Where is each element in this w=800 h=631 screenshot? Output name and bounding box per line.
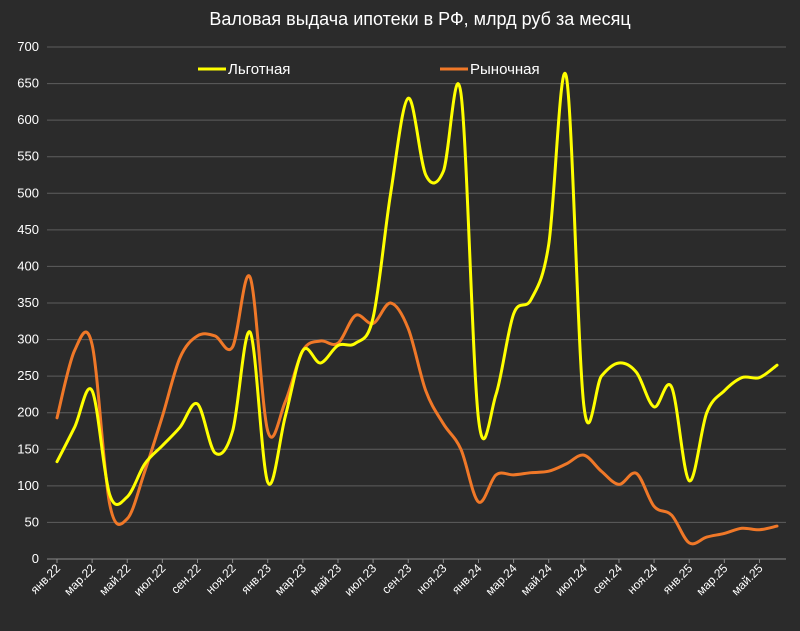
y-tick-label: 350	[17, 295, 39, 310]
series-lines	[57, 73, 777, 544]
y-tick-label: 0	[32, 551, 39, 566]
y-tick-label: 550	[17, 149, 39, 164]
legend: Льготная Рыночная	[198, 61, 540, 78]
y-axis: 0 50 100 150 200 250 300 350 400 450 500 550 600 650 7…	[17, 39, 39, 566]
legend-label: Льготная	[228, 61, 290, 78]
y-tick-label: 100	[17, 478, 39, 493]
y-tick-label: 150	[17, 441, 39, 456]
y-tick-label: 50	[25, 514, 39, 529]
x-tick-label: мар.24	[483, 561, 520, 598]
x-tick-label: ноя.22	[203, 561, 239, 597]
x-tick-label: май.23	[307, 561, 344, 598]
y-tick-label: 700	[17, 39, 39, 54]
x-tick-label: сен.22	[168, 561, 204, 597]
x-tick-label: июл.23	[342, 561, 380, 599]
series-line-2	[57, 276, 777, 544]
x-tick-label: сен.24	[590, 561, 626, 597]
y-tick-label: 400	[17, 258, 39, 273]
series-line-1	[57, 73, 777, 504]
y-tick-label: 300	[17, 332, 39, 347]
y-tick-label: 450	[17, 222, 39, 237]
x-tick-label: июл.22	[131, 561, 169, 599]
x-tick-label: ноя.23	[414, 561, 450, 597]
x-tick-label: сен.23	[379, 561, 415, 597]
y-tick-label: 650	[17, 76, 39, 91]
y-tick-label: 250	[17, 368, 39, 383]
x-tick-label: май.25	[729, 561, 766, 598]
y-tick-label: 600	[17, 112, 39, 127]
y-tick-label: 200	[17, 405, 39, 420]
x-tick-label: мар.25	[693, 561, 730, 598]
x-tick-label: янв.23	[238, 561, 274, 597]
x-tick-label: янв.24	[449, 561, 485, 597]
x-tick-label: янв.22	[28, 561, 64, 597]
x-tick-label: май.22	[96, 561, 133, 598]
x-tick-label: июл.24	[552, 561, 590, 599]
chart-title: Валовая выдача ипотеки в РФ, млрд руб за…	[209, 9, 630, 29]
x-tick-label: мар.22	[61, 561, 98, 598]
x-tick-label: мар.23	[272, 561, 309, 598]
x-tick-label: ноя.24	[624, 561, 660, 597]
y-tick-label: 500	[17, 185, 39, 200]
legend-label: Рыночная	[470, 61, 540, 78]
x-tick-label: янв.25	[660, 561, 696, 597]
x-tick-label: май.24	[518, 561, 555, 598]
